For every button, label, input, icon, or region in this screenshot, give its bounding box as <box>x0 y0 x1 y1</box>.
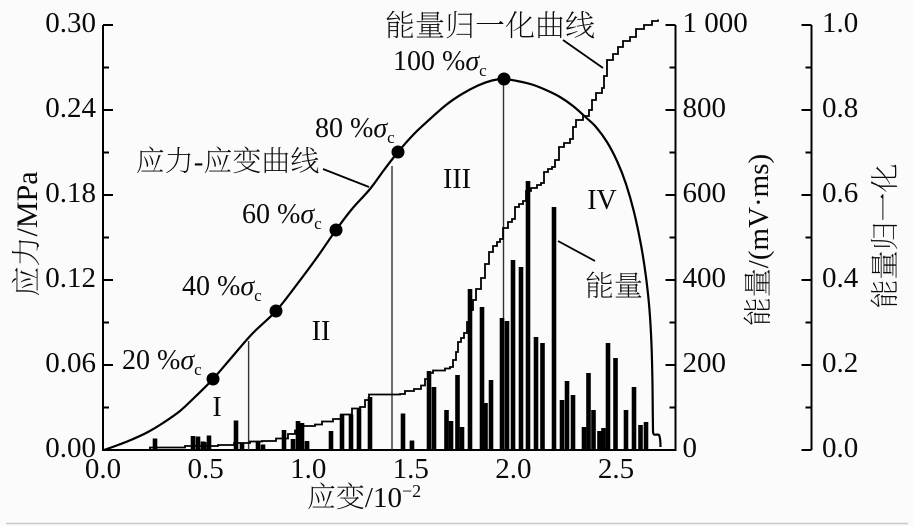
svg-text:0.0: 0.0 <box>822 432 858 464</box>
svg-text:III: III <box>443 164 471 195</box>
svg-text:1.5: 1.5 <box>393 453 429 485</box>
svg-text:I: I <box>212 392 221 423</box>
svg-text:0.12: 0.12 <box>45 262 96 294</box>
svg-text:80 %σc: 80 %σc <box>315 113 395 147</box>
svg-text:−2: −2 <box>402 481 421 501</box>
svg-text:0.00: 0.00 <box>45 432 96 464</box>
svg-text:400: 400 <box>683 262 727 294</box>
svg-text:0.8: 0.8 <box>822 92 858 124</box>
svg-text:IV: IV <box>587 185 617 216</box>
svg-text:100 %σc: 100 %σc <box>393 46 487 80</box>
svg-text:0.0: 0.0 <box>85 453 121 485</box>
svg-text:0.5: 0.5 <box>187 453 223 485</box>
svg-text:0: 0 <box>683 432 698 464</box>
svg-text:1.0: 1.0 <box>822 7 858 39</box>
svg-text:800: 800 <box>683 92 727 124</box>
svg-text:/(mV·ms): /(mV·ms) <box>743 154 775 268</box>
svg-text:40 %σc: 40 %σc <box>182 271 262 305</box>
svg-text:2.0: 2.0 <box>495 453 531 485</box>
svg-text:2.5: 2.5 <box>598 453 634 485</box>
svg-text:1 000: 1 000 <box>683 7 748 39</box>
svg-text:/MPa: /MPa <box>11 171 44 236</box>
svg-text:0.4: 0.4 <box>822 262 859 294</box>
svg-text:0.30: 0.30 <box>45 7 96 39</box>
svg-text:0.6: 0.6 <box>822 177 858 209</box>
svg-text:/10: /10 <box>365 482 402 514</box>
svg-text:20 %σc: 20 %σc <box>122 345 202 379</box>
svg-text:0.2: 0.2 <box>822 347 858 379</box>
svg-text:0.24: 0.24 <box>45 92 96 124</box>
svg-text:200: 200 <box>683 347 727 379</box>
svg-text:60 %σc: 60 %σc <box>242 199 322 233</box>
svg-text:II: II <box>312 316 331 347</box>
svg-text:0.18: 0.18 <box>45 177 96 209</box>
svg-text:600: 600 <box>683 177 727 209</box>
svg-text:1.0: 1.0 <box>290 453 326 485</box>
svg-text:-: - <box>194 146 204 178</box>
svg-text:0.06: 0.06 <box>45 347 96 379</box>
